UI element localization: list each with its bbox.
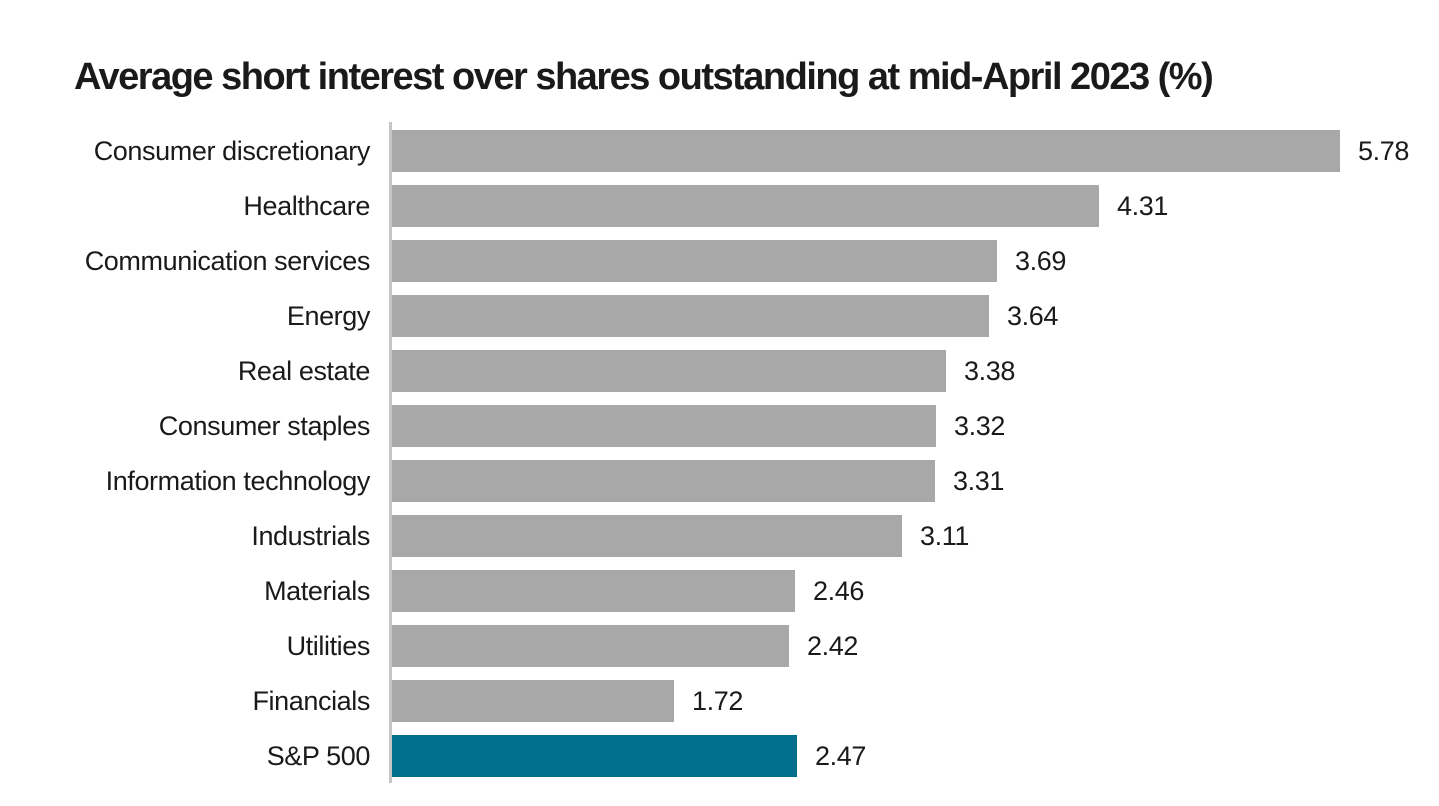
bar xyxy=(392,625,789,667)
bar xyxy=(392,240,997,282)
bar xyxy=(392,735,797,777)
value-label: 3.69 xyxy=(1015,246,1066,276)
category-label: Real estate xyxy=(237,356,371,386)
value-label: 3.32 xyxy=(954,411,1005,441)
bar xyxy=(392,130,1340,172)
bar xyxy=(392,185,1099,227)
category-label: Consumer discretionary xyxy=(93,136,371,166)
category-label: Information technology xyxy=(105,466,371,496)
bar xyxy=(392,295,989,337)
category-label: Financials xyxy=(252,686,370,716)
category-label: Healthcare xyxy=(243,191,370,221)
category-label: S&P 500 xyxy=(266,741,371,771)
bar xyxy=(392,570,795,612)
value-label: 3.11 xyxy=(920,521,969,551)
chart-title: Average short interest over shares outst… xyxy=(74,56,1214,98)
category-label: Materials xyxy=(264,576,370,606)
category-label: Industrials xyxy=(251,521,370,551)
value-label: 3.64 xyxy=(1007,301,1058,331)
value-label: 3.38 xyxy=(964,356,1015,386)
bar xyxy=(392,460,935,502)
value-label: 4.31 xyxy=(1117,191,1168,221)
value-label: 2.47 xyxy=(815,741,866,771)
bar xyxy=(392,515,902,557)
bar xyxy=(392,350,946,392)
category-label: Energy xyxy=(286,301,371,331)
category-label: Communication services xyxy=(84,246,371,276)
value-label: 2.46 xyxy=(813,576,864,606)
value-label: 3.31 xyxy=(953,466,1004,496)
value-label: 2.42 xyxy=(807,631,858,661)
bar xyxy=(392,680,674,722)
category-label: Utilities xyxy=(286,631,371,661)
value-label: 1.72 xyxy=(692,686,743,716)
bar xyxy=(392,405,936,447)
y-axis-line xyxy=(389,122,392,783)
category-label: Consumer staples xyxy=(158,411,371,441)
value-label: 5.78 xyxy=(1358,136,1409,166)
